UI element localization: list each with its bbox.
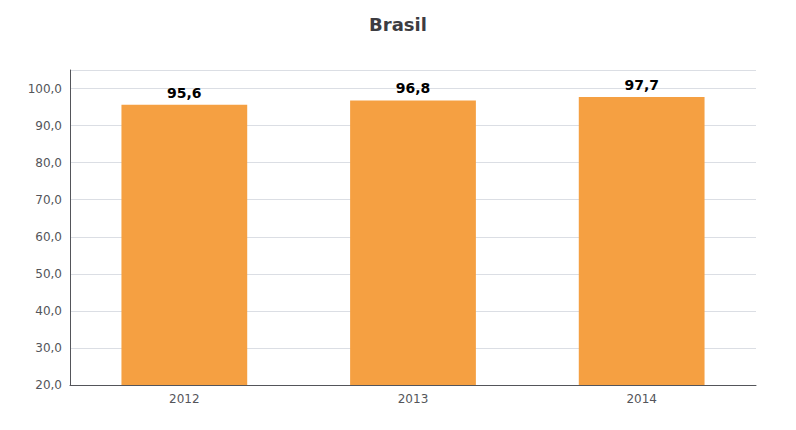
- svg-text:2013: 2013: [398, 392, 429, 406]
- svg-text:95,6: 95,6: [167, 85, 202, 101]
- svg-text:96,8: 96,8: [396, 80, 431, 96]
- svg-text:97,7: 97,7: [624, 77, 659, 93]
- svg-text:80,0: 80,0: [35, 156, 62, 170]
- svg-text:30,0: 30,0: [35, 341, 62, 355]
- svg-text:2014: 2014: [626, 392, 657, 406]
- svg-text:100,0: 100,0: [28, 82, 62, 96]
- svg-text:Brasil: Brasil: [369, 14, 427, 35]
- svg-text:20,0: 20,0: [35, 378, 62, 392]
- svg-text:60,0: 60,0: [35, 230, 62, 244]
- svg-text:2012: 2012: [169, 392, 200, 406]
- svg-text:50,0: 50,0: [35, 267, 62, 281]
- svg-text:40,0: 40,0: [35, 304, 62, 318]
- svg-text:90,0: 90,0: [35, 119, 62, 133]
- svg-text:70,0: 70,0: [35, 193, 62, 207]
